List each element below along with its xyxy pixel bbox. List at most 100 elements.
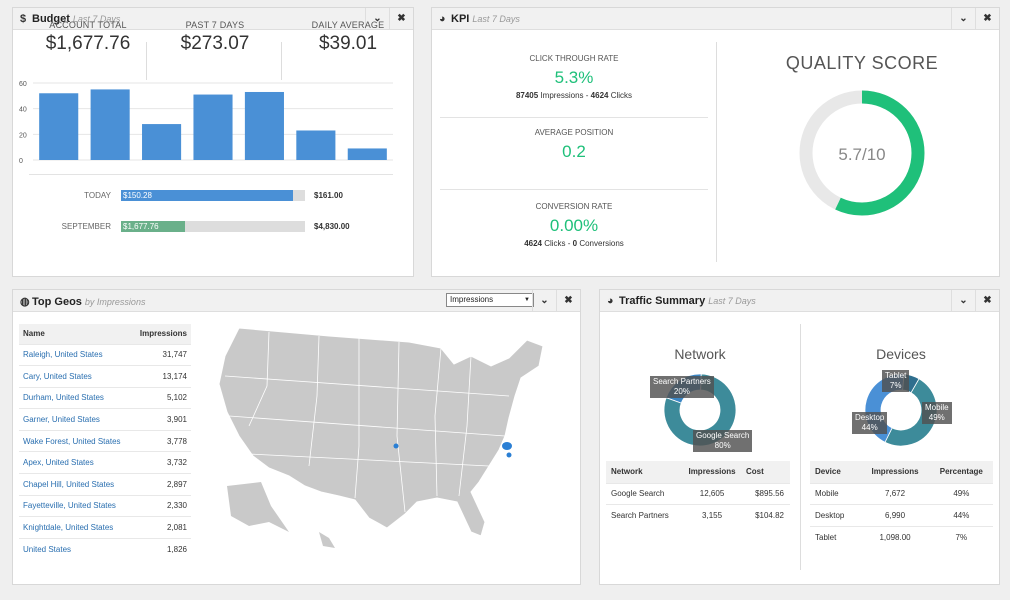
geo-name-link[interactable]: Raleigh, United States [19,343,131,366]
device-impressions: 1,098.00 [860,525,930,548]
col-network: Network [606,461,684,483]
kpi-close-button[interactable]: ✖ [975,8,999,30]
bar[interactable] [90,89,130,160]
geo-impressions: 3,901 [130,408,191,431]
geo-marker [393,443,399,449]
geo-name-link[interactable]: Fayetteville, United States [19,494,131,517]
chevron-down-icon: ⌄ [959,13,968,24]
september-total: $4,830.00 [314,222,350,231]
september-progress-fill: $1,677.76 [121,221,185,232]
network-title: Network [674,346,726,362]
divider [716,42,717,262]
geo-name-link[interactable]: Knightdale, United States [19,516,131,539]
geos-collapse-button[interactable]: ⌄ [532,290,556,312]
table-row: Mobile 7,672 49% [810,482,993,505]
bar[interactable] [296,130,336,160]
kpi-value: 5.3% [554,68,594,87]
geo-name-link[interactable]: Chapel Hill, United States [19,473,131,496]
top-geos-panel: ◍ Top Geos by Impressions Impressions ▼ ⌄ ✖… [12,289,581,585]
traffic-title-text: Traffic Summary [619,295,706,307]
geo-marker [502,442,512,450]
geos-close-button[interactable]: ✖ [556,290,580,312]
stat-value: $39.01 [318,33,378,54]
metric-select-value: Impressions [450,295,494,304]
geo-impressions: 1,826 [130,537,191,560]
close-icon: ✖ [564,295,573,306]
today-label: TODAY [84,191,111,200]
globe-icon: ◍ [20,296,30,308]
device-impressions: 6,990 [860,504,930,526]
kpi-label: AVERAGE POSITION [534,128,614,137]
traffic-summary-panel: ◕ Traffic Summary Last 7 Days ⌄ ✖ Network … [599,289,1000,585]
y-tick-label: 0 [19,158,23,165]
search-partners-label: Search Partners 20% [650,376,714,398]
today-progress-track: $150.28 [121,190,305,201]
dollar-icon: $ [20,13,27,25]
table-row: Tablet 1,098.00 7% [810,525,993,548]
table-row: Search Partners 3,155 $104.82 [606,504,790,526]
us-map-shape [218,327,544,537]
geo-name-link[interactable]: Cary, United States [19,365,131,388]
table-row: Chapel Hill, United States 2,897 [19,473,191,496]
geo-name-link[interactable]: Wake Forest, United States [19,429,131,452]
bar[interactable] [142,124,182,160]
geo-name-link[interactable]: Durham, United States [19,386,131,409]
budget-collapse-button[interactable]: ⌄ [365,8,389,30]
donut-slice[interactable] [663,373,737,447]
geos-subtitle: by Impressions [84,297,146,307]
desktop-label: Desktop 44% [852,412,888,434]
traffic-collapse-button[interactable]: ⌄ [951,290,975,312]
network-impressions: 12,605 [683,482,741,505]
budget-header: $ Budget Last 7 Days ⌄ ✖ [13,8,413,30]
geo-impressions: 2,897 [130,473,191,496]
table-row: Apex, United States 3,732 [19,451,191,474]
budget-bar-chart: 0 20 40 60 [19,81,393,165]
kpi-detail: 87405 Impressions - 4624 Clicks [515,91,633,100]
device-percentage: 44% [929,504,993,526]
geo-name-link[interactable]: Apex, United States [19,451,131,474]
col-impressions: Impressions [130,324,191,344]
y-tick-label: 60 [19,81,27,88]
kpi-collapse-button[interactable]: ⌄ [951,8,975,30]
dashboard-icon: ◕ [607,295,614,307]
stat-label: ACCOUNT TOTAL [49,20,127,30]
col-impressions: Impressions [683,461,741,483]
quality-score-gauge: 5.7/10 [799,90,925,216]
geo-impressions: 13,174 [130,365,191,388]
kpi-header: ◕ KPI Last 7 Days ⌄ ✖ [432,8,999,30]
kpi-average-position: AVERAGE POSITION 0.2 [440,128,708,162]
budget-panel: $ Budget Last 7 Days ⌄ ✖ ACCOUNT TOTAL $1,… [12,7,414,277]
traffic-subtitle: Last 7 Days [708,296,756,306]
bar[interactable] [39,93,79,160]
kpi-conversion-rate: CONVERSION RATE 0.00% 4624 Clicks - 0 Co… [440,202,708,248]
geo-name-link[interactable]: United States [19,537,131,560]
table-row: Fayetteville, United States 2,330 [19,494,191,517]
metric-select[interactable]: Impressions ▼ [446,293,534,307]
devices-table: Device Impressions Percentage Mobile 7,67… [810,461,993,548]
budget-close-button[interactable]: ✖ [389,8,413,30]
bar[interactable] [244,91,284,160]
quality-score-title: QUALITY SCORE [785,53,939,73]
september-progress-track: $1,677.76 [121,221,305,232]
bar[interactable] [347,148,387,160]
geos-title-text: Top Geos [32,296,82,308]
network-impressions: 3,155 [683,504,741,526]
col-cost: Cost [740,461,790,483]
table-row: United States 1,826 [19,537,191,560]
bar[interactable] [193,94,233,160]
budget-title-text: Budget [32,13,70,25]
geo-name-link[interactable]: Garner, United States [19,408,131,431]
today-total: $161.00 [314,191,343,200]
traffic-close-button[interactable]: ✖ [975,290,999,312]
network-name: Google Search [606,482,684,505]
tablet-label: Tablet 7% [882,370,910,392]
stat-past-7-days: PAST 7 DAYS $273.07 [151,20,279,55]
geo-impressions: 3,778 [130,429,191,452]
state-borders [224,331,510,513]
hawaii-shape [319,532,335,548]
table-row: Cary, United States 13,174 [19,365,191,388]
gauge-fill [799,90,925,216]
chevron-down-icon: ⌄ [373,13,382,24]
divider [440,189,708,190]
chevron-down-icon: ⌄ [959,295,968,306]
